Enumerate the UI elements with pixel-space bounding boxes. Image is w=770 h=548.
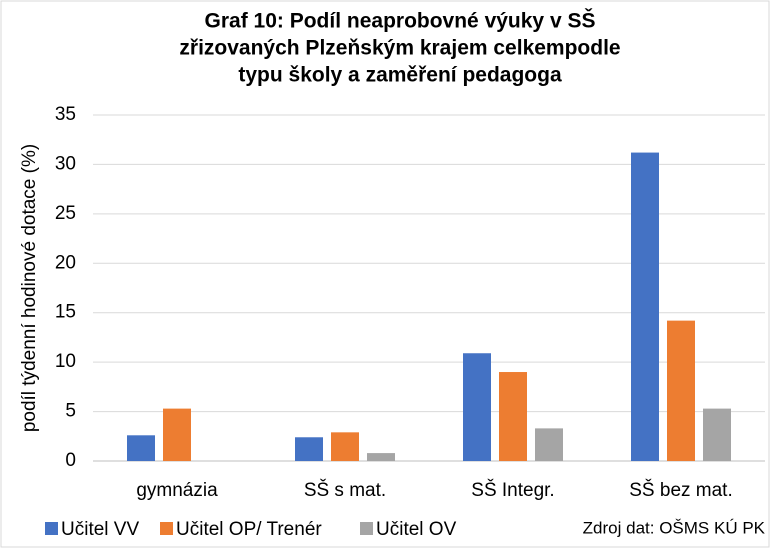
y-tick-label: 0 xyxy=(65,450,76,471)
chart-title: typu školy a zaměření pedagoga xyxy=(238,64,562,87)
bar xyxy=(367,453,395,461)
source: Zdroj dat: OŠMS KÚ PK xyxy=(583,518,766,537)
legend-label: Učitel OP/ Trenér xyxy=(176,519,322,540)
bar xyxy=(703,408,731,461)
x-tick-label: SŠ Integr. xyxy=(471,479,554,501)
bar xyxy=(499,372,527,461)
bar xyxy=(631,152,659,461)
x-tick-label: gymnázia xyxy=(136,480,218,501)
y-tick-label: 35 xyxy=(55,104,76,125)
legend-label: Učitel VV xyxy=(61,519,139,540)
bar xyxy=(295,437,323,461)
y-tick-label: 20 xyxy=(55,252,76,273)
y-tick-label: 30 xyxy=(55,153,76,174)
bar xyxy=(535,428,563,461)
chart-title: zřizovaných Plzeňským krajem celkempodle xyxy=(179,37,620,60)
y-tick-label: 15 xyxy=(55,302,76,323)
y-axis-label: podíl týdenní hodinové dotace (%) xyxy=(19,144,40,432)
x-tick-label: SŠ s mat. xyxy=(304,479,386,501)
bar xyxy=(331,432,359,461)
bar xyxy=(163,408,191,461)
y-tick-label: 10 xyxy=(55,351,76,372)
bar xyxy=(667,320,695,461)
legend-label: Učitel OV xyxy=(376,519,457,540)
chart-title: Graf 10: Podíl neaprobovné výuky v SŠ xyxy=(205,9,596,33)
y-tick-label: 5 xyxy=(65,401,76,422)
legend-swatch xyxy=(45,522,58,535)
x-tick-label: SŠ bez mat. xyxy=(629,479,733,501)
bar xyxy=(463,353,491,461)
legend-swatch xyxy=(360,522,373,535)
legend-swatch xyxy=(160,522,173,535)
y-tick-label: 25 xyxy=(55,203,76,224)
bar xyxy=(127,435,155,461)
